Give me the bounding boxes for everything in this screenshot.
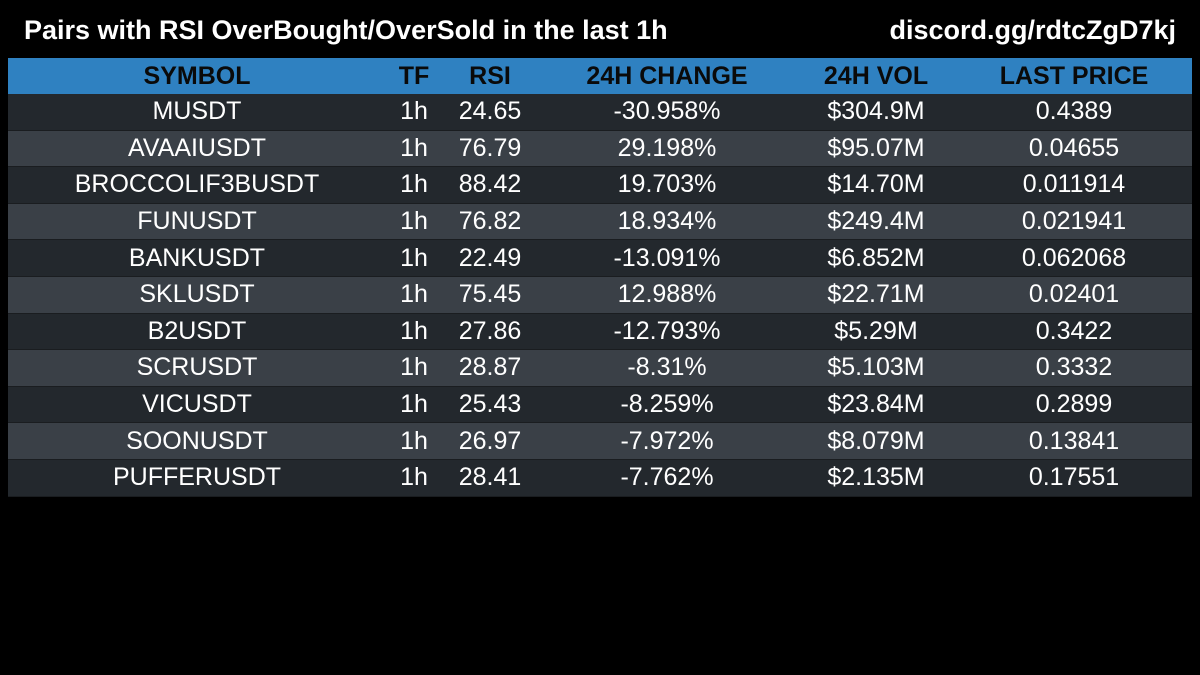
cell-tf: 1h (386, 244, 442, 273)
cell-rsi: 75.45 (442, 280, 538, 309)
cell-symbol: SKLUSDT (8, 280, 386, 309)
cell-tf: 1h (386, 170, 442, 199)
discord-link[interactable]: discord.gg/rdtcZgD7kj (889, 15, 1176, 46)
column-header-tf: TF (386, 62, 442, 91)
cell-last-price: 0.021941 (956, 207, 1192, 236)
cell-24h-change: 18.934% (538, 207, 796, 236)
cell-tf: 1h (386, 97, 442, 126)
table-header-row: SYMBOL TF RSI 24H CHANGE 24H VOL LAST PR… (8, 58, 1192, 94)
cell-last-price: 0.4389 (956, 97, 1192, 126)
cell-24h-vol: $304.9M (796, 97, 956, 126)
column-header-24h-change: 24H CHANGE (538, 62, 796, 91)
cell-last-price: 0.2899 (956, 390, 1192, 419)
rsi-table: SYMBOL TF RSI 24H CHANGE 24H VOL LAST PR… (8, 58, 1192, 497)
cell-symbol: BANKUSDT (8, 244, 386, 273)
cell-last-price: 0.13841 (956, 427, 1192, 456)
table-row: AVAAIUSDT 1h 76.79 29.198% $95.07M 0.046… (8, 131, 1192, 168)
cell-symbol: PUFFERUSDT (8, 463, 386, 492)
cell-symbol: FUNUSDT (8, 207, 386, 236)
cell-last-price: 0.02401 (956, 280, 1192, 309)
cell-last-price: 0.3422 (956, 317, 1192, 346)
table-row: BANKUSDT 1h 22.49 -13.091% $6.852M 0.062… (8, 240, 1192, 277)
cell-tf: 1h (386, 463, 442, 492)
cell-rsi: 28.41 (442, 463, 538, 492)
cell-rsi: 88.42 (442, 170, 538, 199)
cell-24h-change: -13.091% (538, 244, 796, 273)
cell-last-price: 0.17551 (956, 463, 1192, 492)
cell-rsi: 25.43 (442, 390, 538, 419)
cell-24h-change: -8.31% (538, 353, 796, 382)
column-header-rsi: RSI (442, 62, 538, 91)
cell-24h-vol: $95.07M (796, 134, 956, 163)
cell-24h-change: 29.198% (538, 134, 796, 163)
cell-tf: 1h (386, 427, 442, 456)
cell-24h-change: -30.958% (538, 97, 796, 126)
cell-24h-vol: $2.135M (796, 463, 956, 492)
cell-24h-change: 19.703% (538, 170, 796, 199)
cell-24h-vol: $5.103M (796, 353, 956, 382)
cell-24h-vol: $23.84M (796, 390, 956, 419)
cell-24h-vol: $249.4M (796, 207, 956, 236)
cell-tf: 1h (386, 134, 442, 163)
cell-symbol: SCRUSDT (8, 353, 386, 382)
column-header-24h-vol: 24H VOL (796, 62, 956, 91)
cell-symbol: BROCCOLIF3BUSDT (8, 170, 386, 199)
column-header-symbol: SYMBOL (8, 62, 386, 91)
cell-rsi: 76.82 (442, 207, 538, 236)
cell-24h-change: -7.762% (538, 463, 796, 492)
cell-last-price: 0.011914 (956, 170, 1192, 199)
cell-tf: 1h (386, 207, 442, 236)
table-row: SCRUSDT 1h 28.87 -8.31% $5.103M 0.3332 (8, 350, 1192, 387)
cell-last-price: 0.3332 (956, 353, 1192, 382)
cell-rsi: 24.65 (442, 97, 538, 126)
cell-24h-change: -7.972% (538, 427, 796, 456)
cell-rsi: 76.79 (442, 134, 538, 163)
cell-24h-vol: $22.71M (796, 280, 956, 309)
cell-tf: 1h (386, 317, 442, 346)
cell-24h-vol: $5.29M (796, 317, 956, 346)
cell-24h-vol: $8.079M (796, 427, 956, 456)
cell-last-price: 0.062068 (956, 244, 1192, 273)
cell-24h-change: 12.988% (538, 280, 796, 309)
table-row: B2USDT 1h 27.86 -12.793% $5.29M 0.3422 (8, 314, 1192, 351)
cell-24h-vol: $6.852M (796, 244, 956, 273)
cell-rsi: 26.97 (442, 427, 538, 456)
cell-tf: 1h (386, 280, 442, 309)
cell-symbol: B2USDT (8, 317, 386, 346)
cell-last-price: 0.04655 (956, 134, 1192, 163)
cell-tf: 1h (386, 353, 442, 382)
cell-rsi: 22.49 (442, 244, 538, 273)
cell-symbol: VICUSDT (8, 390, 386, 419)
cell-24h-change: -12.793% (538, 317, 796, 346)
cell-24h-vol: $14.70M (796, 170, 956, 199)
table-row: PUFFERUSDT 1h 28.41 -7.762% $2.135M 0.17… (8, 460, 1192, 497)
cell-symbol: MUSDT (8, 97, 386, 126)
cell-24h-change: -8.259% (538, 390, 796, 419)
cell-symbol: AVAAIUSDT (8, 134, 386, 163)
cell-rsi: 27.86 (442, 317, 538, 346)
cell-tf: 1h (386, 390, 442, 419)
table-row: SOONUSDT 1h 26.97 -7.972% $8.079M 0.1384… (8, 423, 1192, 460)
page-title: Pairs with RSI OverBought/OverSold in th… (24, 15, 668, 46)
table-row: SKLUSDT 1h 75.45 12.988% $22.71M 0.02401 (8, 277, 1192, 314)
table-row: MUSDT 1h 24.65 -30.958% $304.9M 0.4389 (8, 94, 1192, 131)
header: Pairs with RSI OverBought/OverSold in th… (0, 0, 1200, 60)
cell-rsi: 28.87 (442, 353, 538, 382)
table-row: VICUSDT 1h 25.43 -8.259% $23.84M 0.2899 (8, 387, 1192, 424)
cell-symbol: SOONUSDT (8, 427, 386, 456)
column-header-last-price: LAST PRICE (956, 62, 1192, 91)
table-row: BROCCOLIF3BUSDT 1h 88.42 19.703% $14.70M… (8, 167, 1192, 204)
table-row: FUNUSDT 1h 76.82 18.934% $249.4M 0.02194… (8, 204, 1192, 241)
